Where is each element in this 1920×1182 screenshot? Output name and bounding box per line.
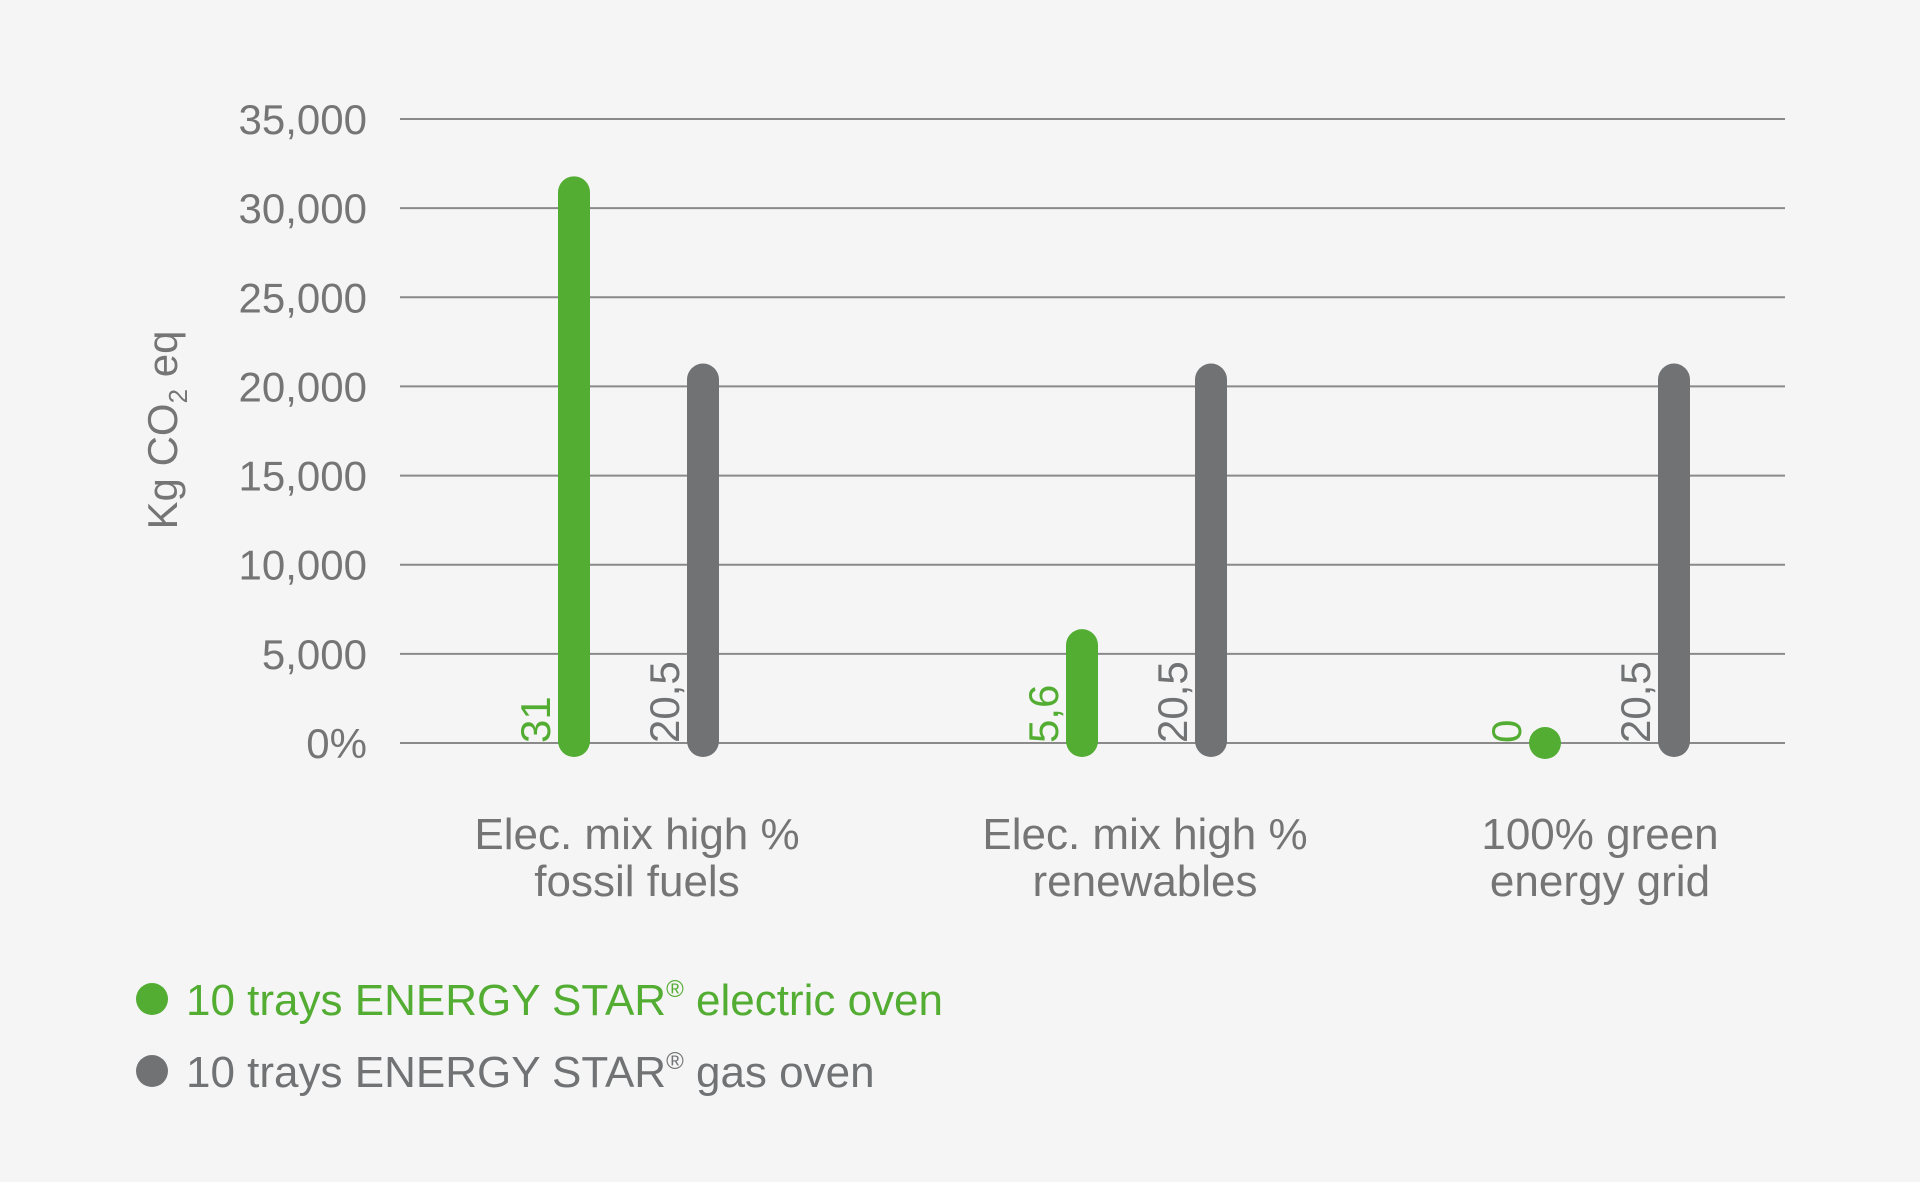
legend-marker-icon [136, 1055, 168, 1087]
y-tick-label: 30,000 [239, 185, 367, 232]
x-tick-label: Elec. mix high % [982, 810, 1307, 859]
data-label: 20,5 [641, 661, 688, 743]
x-tick-label: energy grid [1490, 857, 1710, 906]
y-tick-label: 15,000 [239, 453, 367, 500]
data-label: 20,5 [1612, 661, 1659, 743]
x-tick-label: renewables [1032, 857, 1257, 906]
data-label: 0 [1483, 720, 1530, 743]
y-tick-label: 5,000 [262, 631, 367, 678]
legend-item: 10 trays ENERGY STAR® electric oven [136, 976, 943, 1025]
bar [1529, 727, 1561, 759]
x-tick-label: fossil fuels [534, 857, 739, 906]
legend-label: 10 trays ENERGY STAR® gas oven [186, 1048, 875, 1097]
y-tick-label: 35,000 [239, 96, 367, 143]
y-axis-title: Kg CO2 eq [139, 331, 193, 530]
data-label: 20,5 [1149, 661, 1196, 743]
x-tick-label: 100% green [1481, 810, 1718, 859]
x-tick-label: Elec. mix high % [474, 810, 799, 859]
legend-label: 10 trays ENERGY STAR® electric oven [186, 976, 943, 1025]
y-tick-label: 25,000 [239, 274, 367, 321]
legend-item: 10 trays ENERGY STAR® gas oven [136, 1048, 875, 1097]
y-tick-label: 0% [306, 720, 367, 767]
data-label: 5,6 [1020, 685, 1067, 743]
legend-marker-icon [136, 983, 168, 1015]
data-label: 31 [512, 696, 559, 743]
y-tick-label: 20,000 [239, 363, 367, 410]
y-tick-label: 10,000 [239, 542, 367, 589]
